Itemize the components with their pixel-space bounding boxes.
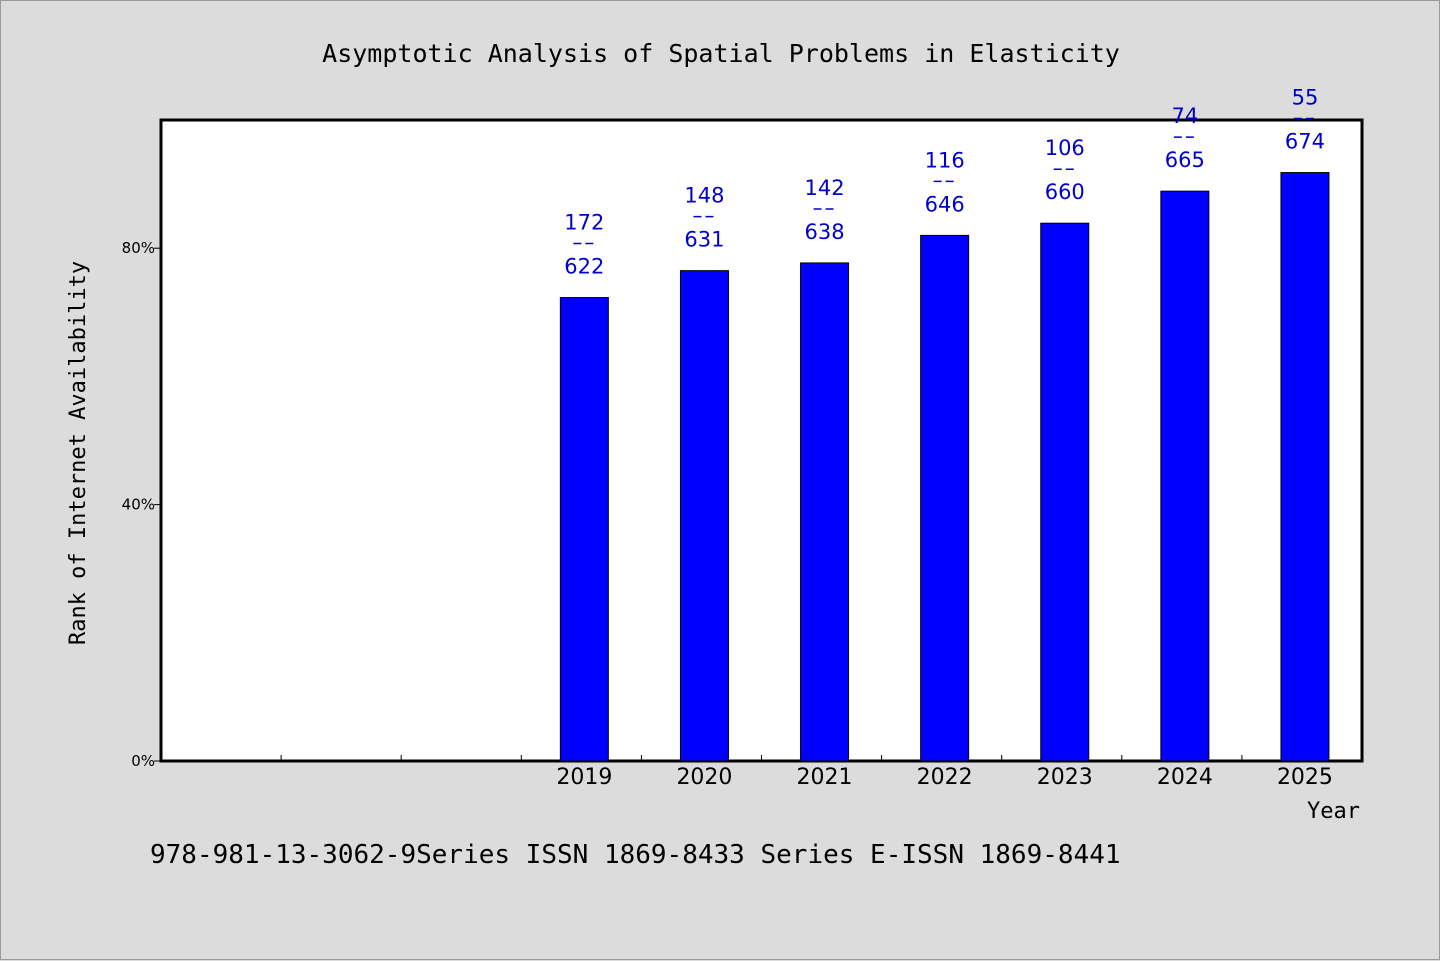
x-tick-label: 2022 xyxy=(917,765,973,790)
x-axis-label: Year xyxy=(1307,799,1360,824)
data-label-top: 116 xyxy=(925,148,965,172)
data-label-top: 142 xyxy=(805,176,845,200)
data-label-bottom: 631 xyxy=(684,228,724,252)
data-label-top: 106 xyxy=(1045,136,1085,160)
y-tick-label: 0% xyxy=(131,752,155,770)
data-labels: 172 622 148 631 142 638 116 646 106 660 74 665 55 674 xyxy=(564,86,1325,279)
y-tick-label: 40% xyxy=(122,496,155,514)
chart-title: Asymptotic Analysis of Spatial Problems … xyxy=(322,39,1120,68)
data-label-bottom: 622 xyxy=(564,255,604,279)
y-axis-label: Rank of Internet Availability xyxy=(66,261,91,645)
x-tick-label: 2023 xyxy=(1037,765,1093,790)
x-tick-label: 2020 xyxy=(676,765,732,790)
bar xyxy=(920,234,970,762)
bar xyxy=(559,297,609,762)
data-label-bottom: 638 xyxy=(805,220,845,244)
y-axis: 0% 40% 80% xyxy=(122,239,161,770)
data-label-bottom: 665 xyxy=(1165,148,1205,172)
data-label-bottom: 660 xyxy=(1045,180,1085,204)
bar xyxy=(1160,190,1210,762)
x-axis: 2019 2020 2021 2022 2023 2024 2025 xyxy=(280,755,1333,790)
x-tick-label: 2019 xyxy=(556,765,612,790)
bar xyxy=(800,262,850,762)
bar xyxy=(1040,222,1090,762)
bars xyxy=(559,172,1330,762)
x-tick-label: 2021 xyxy=(797,765,853,790)
bar xyxy=(679,270,729,762)
data-label-top: 55 xyxy=(1292,86,1319,110)
footnote: 978-981-13-3062-9Series ISSN 1869-8433 S… xyxy=(150,840,1121,870)
x-tick-label: 2024 xyxy=(1157,765,1213,790)
y-tick-label: 80% xyxy=(122,239,155,257)
data-label-bottom: 646 xyxy=(925,192,965,216)
data-label-top: 172 xyxy=(564,211,604,235)
data-label-top: 148 xyxy=(684,184,724,208)
data-label-bottom: 674 xyxy=(1285,130,1325,154)
data-label-top: 74 xyxy=(1171,104,1198,128)
x-tick-label: 2025 xyxy=(1277,765,1333,790)
bar xyxy=(1280,172,1330,762)
